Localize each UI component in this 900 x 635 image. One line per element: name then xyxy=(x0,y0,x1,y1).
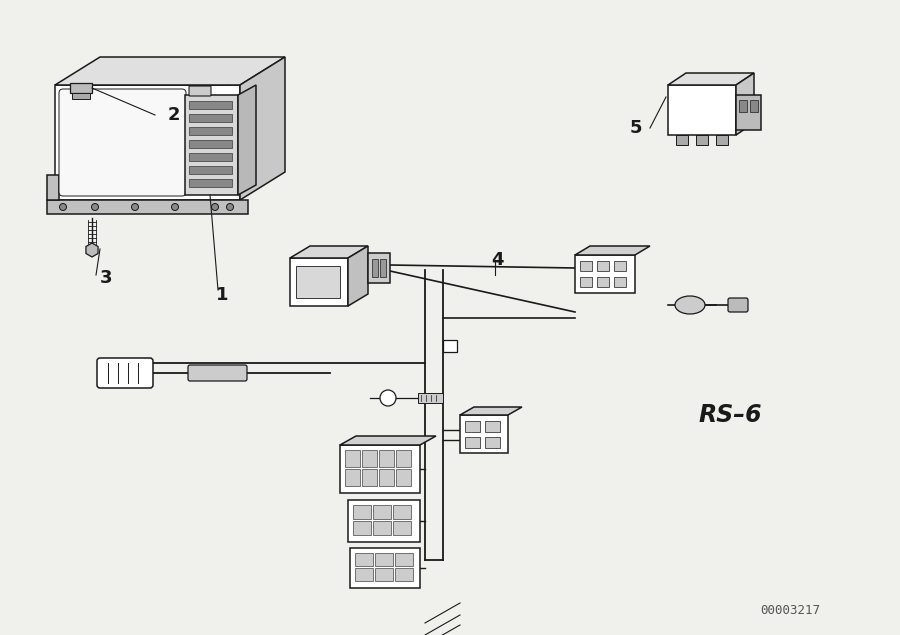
Circle shape xyxy=(92,203,98,210)
Bar xyxy=(189,127,232,135)
Bar xyxy=(696,135,708,145)
Bar xyxy=(189,166,232,174)
Bar xyxy=(72,93,90,99)
Bar xyxy=(580,277,592,287)
Bar xyxy=(614,261,626,271)
Bar xyxy=(393,521,411,535)
Bar xyxy=(70,83,92,93)
Bar xyxy=(353,505,371,519)
Bar xyxy=(185,95,238,195)
Polygon shape xyxy=(55,85,240,200)
Ellipse shape xyxy=(675,296,705,314)
Bar xyxy=(340,445,420,493)
Bar xyxy=(373,521,391,535)
FancyBboxPatch shape xyxy=(97,358,153,388)
Bar xyxy=(47,200,248,214)
Text: RS–6: RS–6 xyxy=(698,403,761,427)
Polygon shape xyxy=(238,85,256,195)
Bar xyxy=(189,153,232,161)
Bar xyxy=(379,450,394,467)
Bar xyxy=(460,415,508,453)
Bar xyxy=(189,140,232,148)
Bar xyxy=(189,101,232,109)
Bar xyxy=(362,450,377,467)
Bar xyxy=(375,553,393,566)
Polygon shape xyxy=(736,95,761,130)
Bar xyxy=(395,553,413,566)
Circle shape xyxy=(212,203,219,210)
Bar xyxy=(465,421,480,432)
Bar xyxy=(750,100,758,112)
Bar xyxy=(296,266,340,298)
Bar xyxy=(575,255,635,293)
Bar xyxy=(353,521,371,535)
Text: 2: 2 xyxy=(168,106,181,124)
Bar xyxy=(355,568,373,581)
Bar xyxy=(716,135,728,145)
Bar xyxy=(396,450,411,467)
Bar xyxy=(418,393,443,403)
Circle shape xyxy=(380,390,396,406)
Polygon shape xyxy=(668,73,754,85)
FancyBboxPatch shape xyxy=(189,86,211,96)
Polygon shape xyxy=(736,73,754,135)
Circle shape xyxy=(172,203,178,210)
Text: 4: 4 xyxy=(491,251,503,269)
Bar xyxy=(380,259,386,277)
Polygon shape xyxy=(460,407,522,415)
FancyBboxPatch shape xyxy=(59,89,186,196)
Bar xyxy=(362,469,377,486)
Bar xyxy=(189,179,232,187)
Bar xyxy=(465,437,480,448)
Bar xyxy=(580,261,592,271)
Bar xyxy=(345,469,360,486)
Bar xyxy=(395,568,413,581)
Bar xyxy=(676,135,688,145)
Bar xyxy=(597,277,609,287)
Polygon shape xyxy=(55,57,285,85)
Bar xyxy=(47,175,59,200)
Bar xyxy=(372,259,378,277)
Bar xyxy=(485,421,500,432)
Bar xyxy=(739,100,747,112)
Bar xyxy=(350,548,420,588)
Bar xyxy=(396,469,411,486)
Bar xyxy=(355,553,373,566)
Circle shape xyxy=(227,203,233,210)
Circle shape xyxy=(59,203,67,210)
Bar xyxy=(368,253,390,283)
Circle shape xyxy=(131,203,139,210)
Bar xyxy=(189,114,232,122)
Bar xyxy=(373,505,391,519)
Text: 3: 3 xyxy=(100,269,112,287)
FancyBboxPatch shape xyxy=(188,365,247,381)
Polygon shape xyxy=(240,57,285,200)
Polygon shape xyxy=(575,246,650,255)
Bar xyxy=(614,277,626,287)
Polygon shape xyxy=(340,436,436,445)
Bar xyxy=(348,500,420,542)
Polygon shape xyxy=(348,246,368,306)
Bar xyxy=(290,258,348,306)
Text: 5: 5 xyxy=(629,119,642,137)
Bar xyxy=(668,85,736,135)
Bar xyxy=(443,340,457,352)
Bar xyxy=(345,450,360,467)
Bar xyxy=(379,469,394,486)
Bar xyxy=(393,505,411,519)
Bar xyxy=(597,261,609,271)
Bar xyxy=(485,437,500,448)
Polygon shape xyxy=(290,246,368,258)
FancyBboxPatch shape xyxy=(728,298,748,312)
Text: 1: 1 xyxy=(216,286,229,304)
Bar xyxy=(375,568,393,581)
Text: 00003217: 00003217 xyxy=(760,603,820,617)
